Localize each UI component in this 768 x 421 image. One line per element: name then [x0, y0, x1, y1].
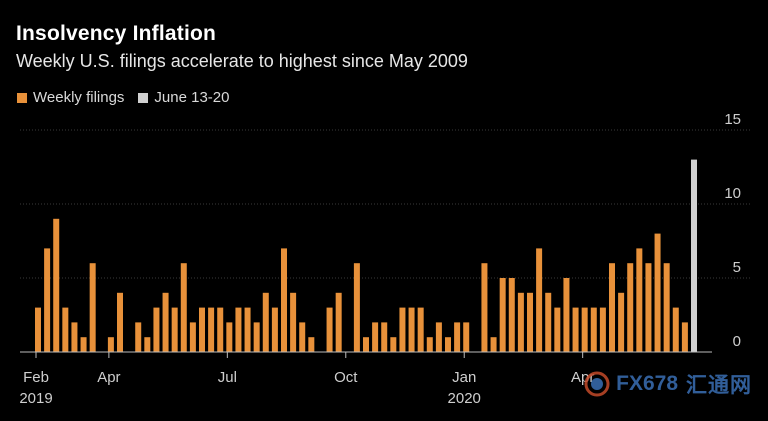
bar-weekly-filings-61: [590, 307, 597, 352]
bar-weekly-filings-43: [426, 337, 433, 352]
bar-weekly-filings-26: [271, 307, 278, 352]
bar-weekly-filings-51: [499, 278, 506, 352]
bar-weekly-filings-2: [53, 218, 60, 352]
bar-weekly-filings-16: [180, 263, 187, 352]
bar-weekly-filings-37: [372, 322, 379, 352]
bar-weekly-filings-27: [281, 248, 287, 352]
bar-layer: [35, 159, 697, 352]
watermark: FX678 汇通网: [584, 369, 752, 399]
legend-label-weekly-filings: Weekly filings: [33, 89, 125, 106]
bar-weekly-filings-36: [363, 337, 369, 352]
bar-weekly-filings-1: [44, 248, 51, 352]
bar-weekly-filings-64: [618, 292, 625, 352]
bar-weekly-filings-52: [508, 278, 515, 352]
legend-label-june-13-20: June 13-20: [154, 89, 230, 106]
bar-weekly-filings-30: [308, 337, 315, 352]
bar-weekly-filings-28: [290, 292, 297, 352]
bar-weekly-filings-5: [80, 337, 87, 352]
bar-weekly-filings-55: [536, 248, 543, 352]
bar-weekly-filings-19: [208, 307, 215, 352]
bar-weekly-filings-41: [408, 307, 415, 352]
bar-weekly-filings-62: [599, 307, 606, 352]
legend-item-june-13-20: June 13-20: [138, 89, 229, 106]
legend-swatch-weekly-filings: [17, 92, 27, 103]
bar-weekly-filings-35: [353, 263, 360, 352]
legend-swatch-june-13-20: [138, 92, 149, 103]
bar-weekly-filings-9: [117, 292, 123, 352]
bar-weekly-filings-4: [71, 322, 78, 352]
bar-weekly-filings-39: [390, 337, 397, 352]
bar-weekly-filings-23: [244, 307, 251, 352]
bar-weekly-filings-21: [226, 322, 233, 352]
watermark-chinese: 汇通网: [686, 374, 752, 397]
bar-weekly-filings-14: [162, 292, 169, 352]
bar-weekly-filings-46: [454, 322, 461, 352]
bar-weekly-filings-59: [572, 307, 579, 352]
x-tick-sublabel-4: 2020: [448, 390, 481, 407]
bar-weekly-filings-25: [262, 292, 269, 352]
bar-weekly-filings-42: [417, 307, 424, 352]
y-tick-label-15: 15: [724, 111, 741, 128]
globe-logo-icon: [584, 371, 610, 397]
bar-weekly-filings-11: [135, 322, 142, 352]
bar-weekly-filings-38: [381, 322, 388, 352]
bar-weekly-filings-29: [299, 322, 306, 352]
x-tick-label-3: Oct: [334, 369, 358, 386]
y-tick-label-10: 10: [724, 185, 741, 202]
bar-weekly-filings-44: [435, 322, 442, 352]
bar-weekly-filings-32: [326, 307, 333, 352]
bar-weekly-filings-50: [490, 337, 497, 352]
legend-item-weekly-filings: Weekly filings: [17, 89, 124, 106]
bar-weekly-filings-58: [563, 278, 570, 352]
x-tick-label-4: Jan: [452, 369, 476, 386]
bar-weekly-filings-63: [609, 263, 615, 352]
watermark-latin: FX678: [616, 372, 678, 395]
bar-weekly-filings-70: [672, 307, 679, 352]
y-tick-label-0: 0: [733, 333, 741, 350]
bar-weekly-filings-3: [62, 307, 69, 352]
bar-weekly-filings-33: [335, 292, 342, 352]
bar-weekly-filings-71: [681, 322, 688, 352]
bar-weekly-filings-69: [663, 263, 670, 352]
bar-weekly-filings-18: [199, 307, 205, 352]
bar-weekly-filings-67: [645, 263, 652, 352]
bar-weekly-filings-53: [517, 292, 524, 352]
legend: Weekly filings June 13-20: [17, 89, 243, 106]
bar-weekly-filings-12: [144, 337, 151, 352]
chart-subtitle: Weekly U.S. filings accelerate to highes…: [16, 51, 468, 71]
bar-weekly-filings-54: [527, 292, 533, 352]
bar-weekly-filings-45: [445, 337, 451, 352]
x-tick-label-2: Jul: [218, 369, 237, 386]
bar-weekly-filings-8: [107, 337, 114, 352]
axis-layer: 0 5 10 15 Feb 2019 Apr Jul Oct Jan 2020 Apr: [19, 111, 741, 407]
bar-weekly-filings-6: [89, 263, 96, 352]
bar-weekly-filings-13: [153, 307, 160, 352]
chart-title: Insolvency Inflation: [16, 22, 217, 45]
bar-weekly-filings-15: [171, 307, 178, 352]
bar-june-13-20-72: [691, 159, 697, 352]
x-tick-sublabel-0: 2019: [19, 390, 52, 407]
bar-weekly-filings-49: [481, 263, 488, 352]
bar-weekly-filings-20: [217, 307, 224, 352]
x-tick-label-5: Apr: [571, 369, 594, 386]
bar-weekly-filings-40: [399, 307, 406, 352]
x-tick-label-1: Apr: [97, 369, 120, 386]
bar-weekly-filings-0: [35, 307, 41, 352]
x-tick-label-0: Feb: [23, 369, 49, 386]
bar-weekly-filings-57: [554, 307, 561, 352]
bar-weekly-filings-17: [189, 322, 196, 352]
bar-weekly-filings-60: [581, 307, 588, 352]
bar-weekly-filings-68: [654, 233, 661, 352]
bar-weekly-filings-47: [463, 322, 470, 352]
bar-weekly-filings-65: [627, 263, 634, 352]
bar-weekly-filings-24: [253, 322, 260, 352]
bar-weekly-filings-66: [636, 248, 643, 352]
bar-weekly-filings-56: [545, 292, 552, 352]
y-tick-label-5: 5: [733, 259, 741, 276]
bar-weekly-filings-22: [235, 307, 242, 352]
